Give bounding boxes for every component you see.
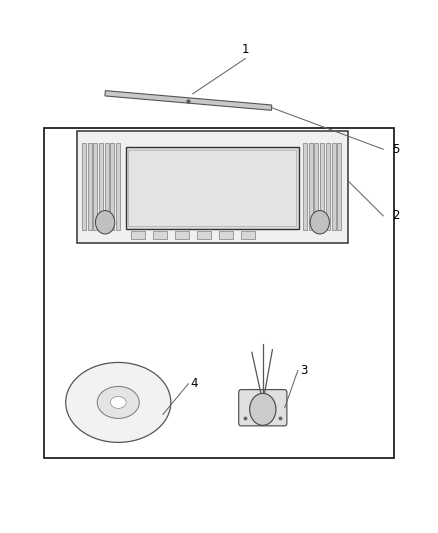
Text: 3: 3 [300, 364, 307, 377]
Bar [332, 143, 336, 230]
Circle shape [310, 211, 329, 234]
Ellipse shape [110, 397, 126, 408]
Text: 4: 4 [191, 377, 198, 390]
Bar [128, 150, 296, 226]
Bar [116, 143, 120, 230]
Bar [337, 143, 341, 230]
Text: 5: 5 [392, 143, 399, 156]
Bar [241, 231, 255, 239]
Circle shape [95, 211, 115, 234]
Bar [126, 147, 299, 229]
Bar [93, 143, 97, 230]
Text: 2: 2 [392, 209, 399, 222]
Bar [320, 143, 324, 230]
Text: 1: 1 [241, 43, 249, 56]
Bar [314, 143, 318, 230]
Ellipse shape [66, 362, 171, 442]
FancyBboxPatch shape [239, 390, 287, 426]
Polygon shape [105, 91, 272, 110]
Bar [77, 131, 348, 243]
Bar [44, 128, 394, 458]
Bar [153, 231, 167, 239]
Bar [197, 231, 211, 239]
Bar [303, 143, 307, 230]
Bar [309, 143, 313, 230]
Bar [326, 143, 330, 230]
Bar [82, 143, 86, 230]
Ellipse shape [97, 386, 139, 418]
Bar [105, 143, 109, 230]
Bar [219, 231, 233, 239]
Bar [110, 143, 114, 230]
Bar [131, 231, 145, 239]
Bar [88, 143, 92, 230]
Bar [175, 231, 189, 239]
Bar [99, 143, 103, 230]
Circle shape [250, 393, 276, 425]
